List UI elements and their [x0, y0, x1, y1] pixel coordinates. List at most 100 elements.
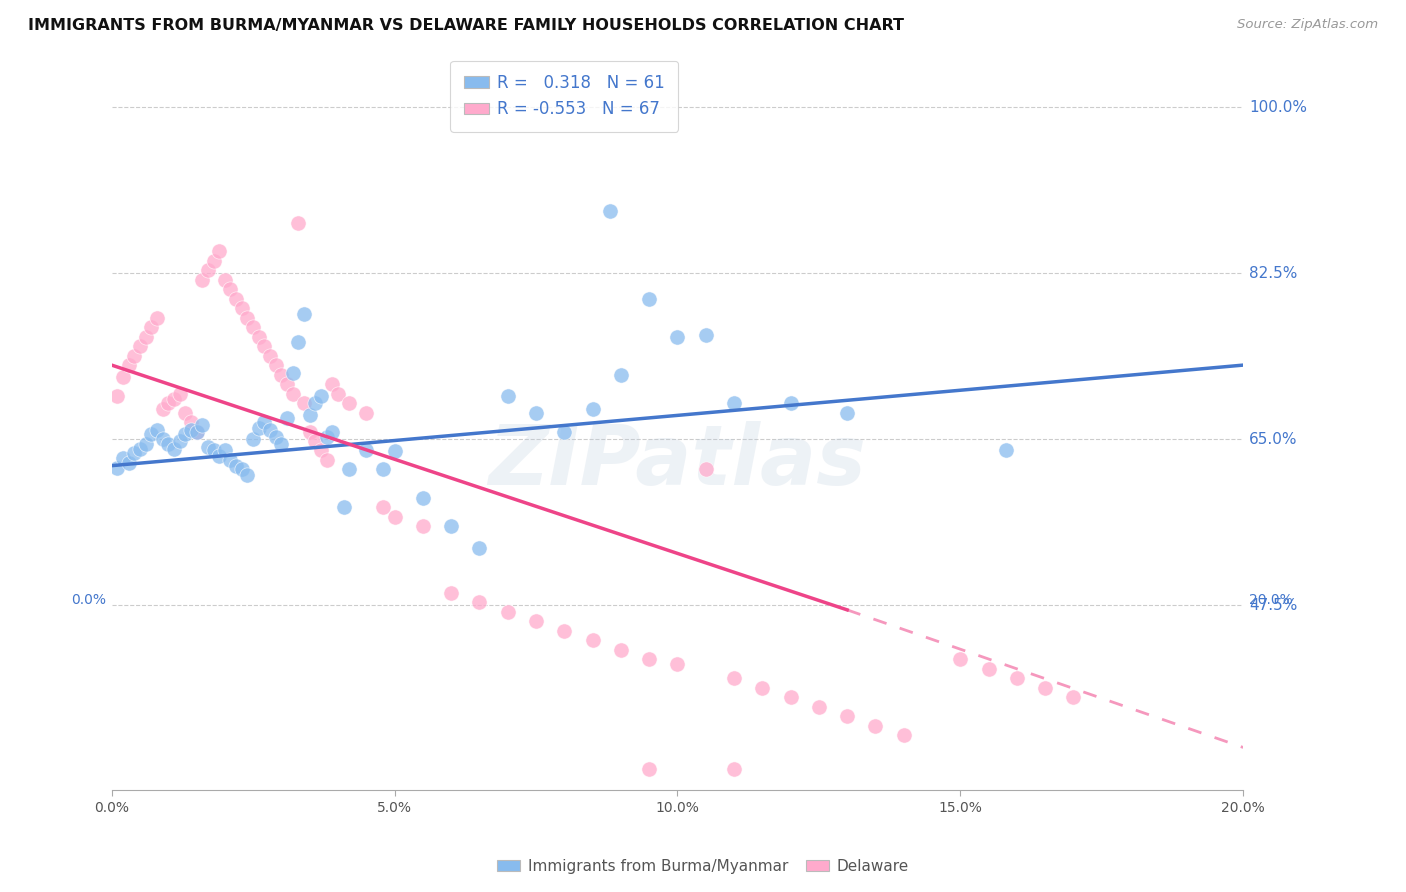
Point — [321, 425, 343, 439]
Point — [524, 614, 547, 628]
Point — [141, 320, 163, 334]
Point — [779, 396, 801, 410]
Point — [146, 423, 169, 437]
Point — [253, 415, 276, 429]
Point — [202, 253, 225, 268]
Point — [264, 430, 287, 444]
Point — [157, 396, 180, 410]
Point — [163, 392, 186, 407]
Point — [129, 339, 152, 353]
Point — [440, 586, 463, 600]
Text: ZIPatlas: ZIPatlas — [488, 421, 866, 502]
Point — [124, 446, 146, 460]
Point — [197, 263, 219, 277]
Point — [253, 339, 276, 353]
Point — [247, 421, 270, 435]
Point — [807, 699, 830, 714]
Point — [281, 366, 304, 380]
Point — [949, 652, 972, 666]
Point — [118, 456, 141, 470]
Point — [157, 437, 180, 451]
Point — [384, 509, 406, 524]
Point — [326, 386, 349, 401]
Point — [202, 443, 225, 458]
Point — [1062, 690, 1084, 705]
Point — [270, 437, 292, 451]
Point — [231, 462, 253, 476]
Point — [440, 519, 463, 533]
Point — [337, 396, 360, 410]
Point — [287, 335, 309, 350]
Point — [412, 519, 434, 533]
Legend: Immigrants from Burma/Myanmar, Delaware: Immigrants from Burma/Myanmar, Delaware — [491, 853, 915, 880]
Point — [152, 401, 174, 416]
Point — [111, 451, 134, 466]
Point — [553, 425, 575, 439]
Legend: R =   0.318   N = 61, R = -0.553   N = 67: R = 0.318 N = 61, R = -0.553 N = 67 — [450, 61, 678, 132]
Point — [666, 657, 689, 671]
Point — [337, 462, 360, 476]
Point — [994, 443, 1017, 458]
Point — [304, 434, 326, 448]
Text: 100.0%: 100.0% — [1249, 100, 1306, 114]
Point — [837, 405, 859, 419]
Point — [356, 405, 378, 419]
Point — [373, 462, 395, 476]
Point — [638, 292, 661, 306]
Point — [191, 417, 214, 432]
Point — [208, 244, 231, 259]
Point — [837, 709, 859, 723]
Point — [298, 409, 321, 423]
Point — [779, 690, 801, 705]
Point — [695, 327, 717, 342]
Point — [118, 358, 141, 372]
Point — [292, 396, 315, 410]
Point — [174, 427, 197, 442]
Point — [146, 310, 169, 325]
Point — [186, 425, 208, 439]
Point — [309, 389, 332, 403]
Point — [236, 310, 259, 325]
Point — [214, 273, 236, 287]
Text: 20.0%: 20.0% — [1249, 593, 1292, 607]
Point — [610, 642, 633, 657]
Text: Source: ZipAtlas.com: Source: ZipAtlas.com — [1237, 18, 1378, 31]
Point — [264, 358, 287, 372]
Point — [468, 541, 491, 556]
Point — [315, 430, 337, 444]
Point — [599, 204, 621, 219]
Point — [191, 273, 214, 287]
Point — [214, 443, 236, 458]
Point — [236, 468, 259, 483]
Point — [180, 423, 202, 437]
Point — [124, 349, 146, 363]
Point — [723, 396, 745, 410]
Point — [225, 458, 247, 473]
Point — [105, 460, 128, 475]
Text: 47.5%: 47.5% — [1249, 598, 1298, 613]
Point — [141, 427, 163, 442]
Point — [581, 633, 603, 648]
Point — [315, 453, 337, 467]
Point — [129, 442, 152, 456]
Text: IMMIGRANTS FROM BURMA/MYANMAR VS DELAWARE FAMILY HOUSEHOLDS CORRELATION CHART: IMMIGRANTS FROM BURMA/MYANMAR VS DELAWAR… — [28, 18, 904, 33]
Point — [219, 453, 242, 467]
Point — [610, 368, 633, 382]
Point — [304, 396, 326, 410]
Point — [135, 329, 157, 343]
Point — [723, 762, 745, 776]
Point — [169, 434, 191, 448]
Point — [180, 415, 202, 429]
Point — [174, 405, 197, 419]
Point — [135, 437, 157, 451]
Point — [977, 662, 1000, 676]
Point — [287, 216, 309, 230]
Point — [197, 440, 219, 454]
Point — [111, 370, 134, 384]
Point — [553, 624, 575, 638]
Point — [219, 282, 242, 296]
Point — [751, 681, 773, 695]
Point — [412, 491, 434, 505]
Point — [893, 728, 915, 742]
Point — [298, 425, 321, 439]
